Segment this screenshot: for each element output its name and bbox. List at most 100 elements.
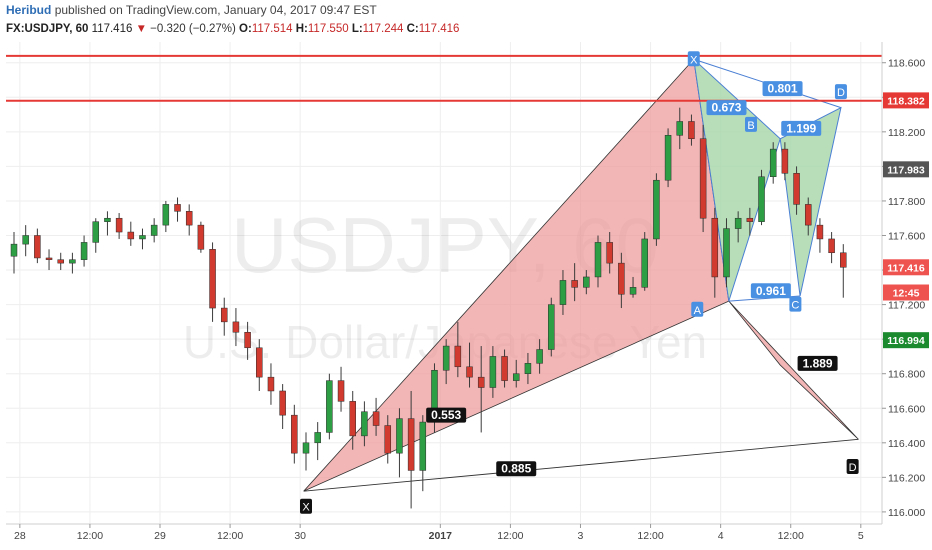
candle-up [548, 304, 555, 350]
candle-up [758, 176, 765, 222]
low-value: 117.244 [362, 23, 404, 35]
candle-up [676, 121, 684, 136]
candle-down [209, 249, 216, 309]
candle-down [407, 418, 415, 471]
candle-down [185, 211, 193, 226]
candle-up [361, 411, 368, 437]
price-tick-label: 117.600 [888, 230, 925, 242]
candle-up [69, 259, 76, 264]
candle-down [57, 259, 64, 264]
price-axis[interactable]: 116.000116.200116.400116.600116.800117.0… [882, 58, 925, 519]
candle-up [150, 224, 158, 236]
ratio-label: 0.801 [762, 81, 803, 97]
pattern-labels: 0.553 1.889 0.885 0.673 0.801 1.199 0.961 X B D A C… [300, 51, 859, 514]
ratio-label-bg [762, 81, 803, 97]
point-label-bg [687, 51, 700, 67]
ratio-label-bg [426, 407, 467, 423]
ratio-label-bg [797, 355, 838, 371]
ratio-label: 1.199 [781, 120, 822, 136]
point-label-text: X [302, 502, 310, 514]
candle-down [793, 173, 800, 205]
time-axis[interactable]: 28 12:00 29 12:00 30 2017 12:00 3 12:00 4 12:00 5 [14, 524, 864, 542]
time-tick-label: 5 [858, 530, 864, 542]
time-tick-label: 3 [578, 530, 584, 542]
candle-down [34, 235, 41, 259]
publish-text: published on TradingView.com, January 04… [54, 3, 377, 17]
last-price: 117.416 [91, 23, 133, 35]
candle-up [536, 349, 543, 364]
time-tick-label: 2017 [429, 530, 453, 542]
harmonic-patterns[interactable] [303, 57, 859, 492]
candle-up [442, 345, 450, 371]
candle-down [115, 217, 123, 233]
candle-down [466, 366, 473, 378]
price-tick-label: 118.600 [888, 58, 925, 70]
point-label-bg [834, 84, 847, 100]
candle-down [45, 257, 53, 260]
candle-up [583, 276, 590, 288]
ratio-label-text: 0.961 [756, 284, 786, 298]
candle-down [688, 121, 695, 139]
candle-down [618, 262, 625, 295]
candle-down [711, 217, 719, 278]
ratio-label: 0.553 [426, 407, 467, 423]
ratio-label-text: 1.199 [786, 121, 816, 135]
candle-down [291, 414, 298, 454]
candle-down [372, 411, 380, 426]
price-tag-bg [883, 259, 929, 276]
candle-down [746, 217, 754, 222]
candle-down [816, 224, 824, 240]
candle-up [314, 432, 321, 444]
price-tick-label: 116.800 [888, 369, 925, 381]
candle-up [664, 135, 672, 181]
point-label: C [789, 296, 802, 312]
candle-down [127, 231, 135, 240]
candle-down [174, 204, 181, 212]
candle-up [80, 242, 88, 260]
point-label: X [300, 498, 312, 514]
candle-down [501, 356, 508, 381]
time-tick-label: 12:00 [497, 530, 523, 542]
candle-down [256, 347, 263, 378]
open-value: 117.514 [251, 23, 293, 35]
price-tags: 118.382 117.983 117.416 12:45 116.994 [883, 92, 929, 349]
point-label-bg [846, 458, 859, 474]
small-xab-triangle [693, 57, 781, 302]
candle-up [524, 363, 532, 374]
time-tick-label: 4 [718, 530, 724, 542]
candle-up [92, 221, 100, 243]
candle-down [454, 345, 462, 368]
candle-down [337, 380, 345, 402]
high-label: H: [295, 23, 308, 35]
symbol-label: FX:USDJPY, 60 [6, 23, 89, 35]
ratio-label-bg [496, 461, 537, 477]
point-label-bg [691, 301, 704, 317]
price-tick-label: 116.600 [888, 403, 925, 415]
candle-up [419, 421, 427, 471]
time-tick-label: 12:00 [637, 530, 663, 542]
candle-down [828, 238, 835, 254]
ratio-label-text: 0.673 [711, 101, 741, 115]
point-label-text: D [849, 462, 857, 474]
point-label-bg [789, 296, 802, 312]
price-tag-bg [883, 161, 929, 178]
ratio-label-bg [781, 120, 822, 136]
price-tag-bg [883, 284, 929, 301]
time-tick-label: 29 [154, 530, 166, 542]
price-tick-label: 117.200 [888, 300, 925, 312]
high-value: 117.550 [307, 23, 349, 35]
point-label-text: D [837, 87, 845, 99]
point-label-text: B [747, 120, 754, 132]
price-tick-label: 116.400 [888, 438, 925, 450]
price-tick-label: 117.800 [888, 196, 925, 208]
price-tag-text: 117.983 [887, 164, 925, 176]
close-value: 117.416 [418, 23, 460, 35]
candle-down [804, 204, 812, 226]
price-tag-text: 12:45 [893, 288, 920, 300]
candle-down [220, 307, 228, 323]
author-link[interactable]: Heribud [6, 3, 52, 17]
ratio-label-text: 0.801 [768, 82, 798, 96]
down-arrow-icon: ▼ [135, 23, 147, 35]
